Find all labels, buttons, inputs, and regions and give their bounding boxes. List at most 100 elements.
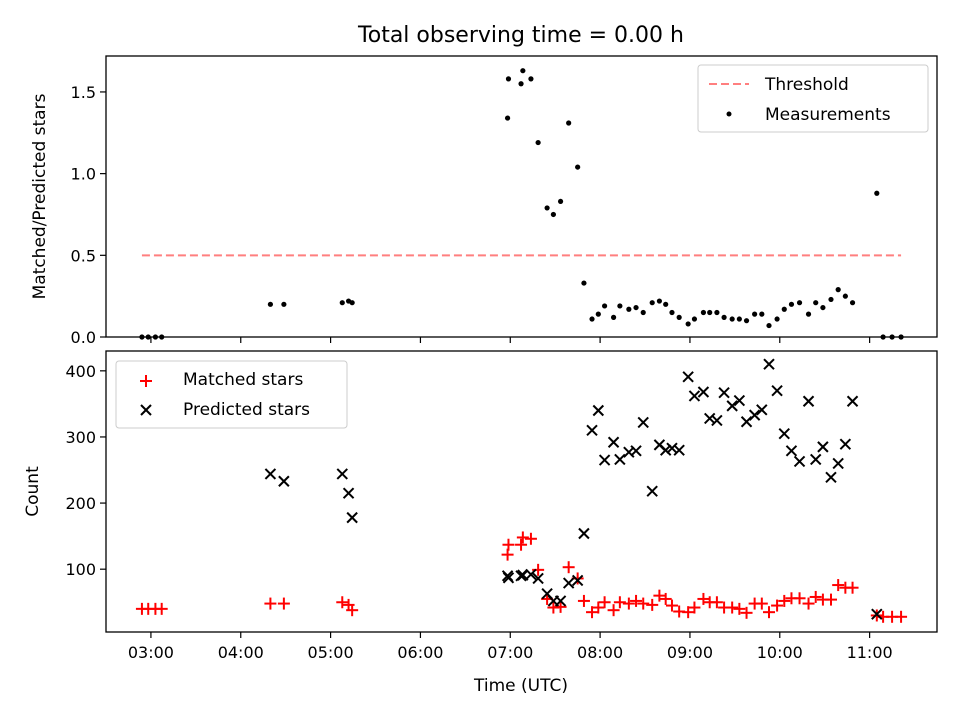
predicted-stars-point-b	[733, 394, 746, 407]
measurements-point	[504, 115, 511, 121]
measurements-point	[663, 301, 669, 307]
predicted-stars-point-b	[637, 416, 649, 429]
matched-stars-point	[682, 606, 695, 619]
predicted-stars-point	[578, 527, 590, 540]
bottom-x-tick-label: 11:00	[847, 643, 893, 662]
matched-stars-point	[832, 579, 845, 592]
predicted-stars-point	[748, 409, 761, 421]
predicted-stars-point-b	[653, 439, 666, 451]
bottom-panel-ticks: 03:00 04:00 05:00 06:00 07:00 08:00 09:00 10:00…	[65, 362, 892, 662]
predicted-stars-point-b	[517, 569, 529, 581]
measurements-point	[828, 296, 834, 303]
matched-stars-point	[733, 602, 746, 615]
measurements-point	[766, 322, 772, 329]
predicted-stars-point	[763, 358, 775, 370]
measurements-point	[714, 309, 720, 316]
predicted-stars-point	[846, 395, 859, 407]
predicted-stars-point	[342, 487, 355, 499]
matched-stars-point	[577, 594, 590, 607]
predicted-stars-point	[839, 438, 852, 450]
top-legend: Threshold Measurements	[697, 64, 929, 133]
measurements-point	[676, 314, 682, 320]
measurements-point	[691, 316, 698, 322]
predicted-stars-point	[726, 400, 738, 412]
measurements-point	[520, 68, 526, 74]
matched-stars-legend-swatch	[140, 375, 152, 387]
measurements-point	[759, 311, 765, 317]
measurements-point	[649, 300, 655, 306]
matched-stars-point	[665, 599, 678, 612]
predicted-stars-point	[637, 416, 649, 429]
measurements-point	[544, 205, 550, 211]
predicted-stars-point-b	[659, 444, 672, 456]
predicted-stars-point-b	[532, 572, 544, 585]
matched-stars-point	[726, 601, 739, 614]
measurements-point	[669, 309, 675, 316]
measurements-point	[633, 304, 639, 311]
matched-stars-point	[697, 592, 710, 605]
predicted-stars-point	[740, 416, 753, 428]
matched-stars-point	[802, 597, 815, 610]
measurements-legend-label: Measurements	[765, 105, 891, 125]
measurements-point	[617, 303, 623, 309]
bottom-y-tick-label: 100	[65, 560, 96, 579]
bottom-panel-frame	[105, 350, 938, 633]
matched-stars-point	[586, 606, 599, 619]
predicted-stars-point	[871, 608, 883, 620]
measurements-legend-swatch	[726, 111, 732, 117]
predicted-stars-point	[778, 427, 790, 440]
predicted-stars-point-b	[740, 416, 753, 428]
measurements-point	[805, 311, 812, 317]
predicted-stars-point-b	[763, 358, 775, 370]
matched-stars-point	[740, 606, 753, 619]
matched-stars-point	[653, 589, 666, 602]
predicted-stars-point-b	[711, 414, 723, 427]
measurements-point	[729, 316, 735, 322]
predicted-stars-point-b	[726, 400, 738, 412]
predicted-stars-point	[711, 414, 723, 427]
predicted-stars-point	[666, 442, 678, 454]
predicted-stars-point-b	[623, 446, 635, 458]
measurements-point	[835, 287, 841, 293]
predicted-stars-point-b	[502, 572, 515, 584]
predicted-stars-point-b	[793, 455, 806, 468]
matched-stars-point	[688, 601, 701, 614]
predicted-stars-point	[659, 444, 672, 456]
predicted-stars-point	[336, 468, 348, 480]
bottom-x-tick-label: 03:00	[128, 643, 174, 662]
bottom-x-tick-label: 07:00	[487, 643, 533, 662]
matched-stars-point	[895, 610, 908, 623]
matched-stars-point	[630, 594, 643, 607]
top-y-tick-label: 0.5	[71, 246, 96, 265]
measurements-point	[736, 316, 742, 322]
predicted-stars-point	[532, 572, 544, 585]
measurements-point	[700, 309, 707, 316]
matched-stars-point	[336, 596, 349, 609]
bottom-legend-box	[115, 360, 348, 429]
chart-title: Total observing time = 0.00 h	[357, 23, 684, 48]
predicted-stars-point-b	[756, 404, 768, 416]
predicted-stars-point	[756, 404, 768, 416]
matched-stars-point	[346, 604, 359, 617]
predicted-stars-point-b	[630, 445, 642, 457]
predicted-stars-point-b	[607, 436, 620, 448]
top-y-tick-label: 1.0	[71, 165, 96, 184]
measurements-point	[788, 301, 795, 307]
top-panel: 0.0 0.5 1.0 1.5 Matched/Predicted stars Thr…	[30, 55, 938, 347]
matched-stars-point	[646, 598, 659, 611]
predicted-stars-point-b	[846, 395, 859, 407]
predicted-stars-point-b	[688, 390, 701, 402]
predicted-stars-point	[630, 445, 642, 457]
measurements-point	[813, 300, 819, 306]
predicted-stars-point-b	[810, 453, 822, 466]
matched-stars-point	[592, 601, 605, 614]
predicted-stars-point-b	[871, 608, 883, 620]
measurements-point	[640, 309, 646, 316]
top-panel-y-axis-label: Matched/Predicted stars	[30, 93, 50, 299]
top-panel-marks	[139, 68, 904, 340]
measurements-point	[626, 306, 632, 312]
predicted-stars-point-b	[264, 468, 277, 480]
matched-stars-point	[622, 597, 635, 610]
matched-stars-point	[264, 597, 277, 610]
